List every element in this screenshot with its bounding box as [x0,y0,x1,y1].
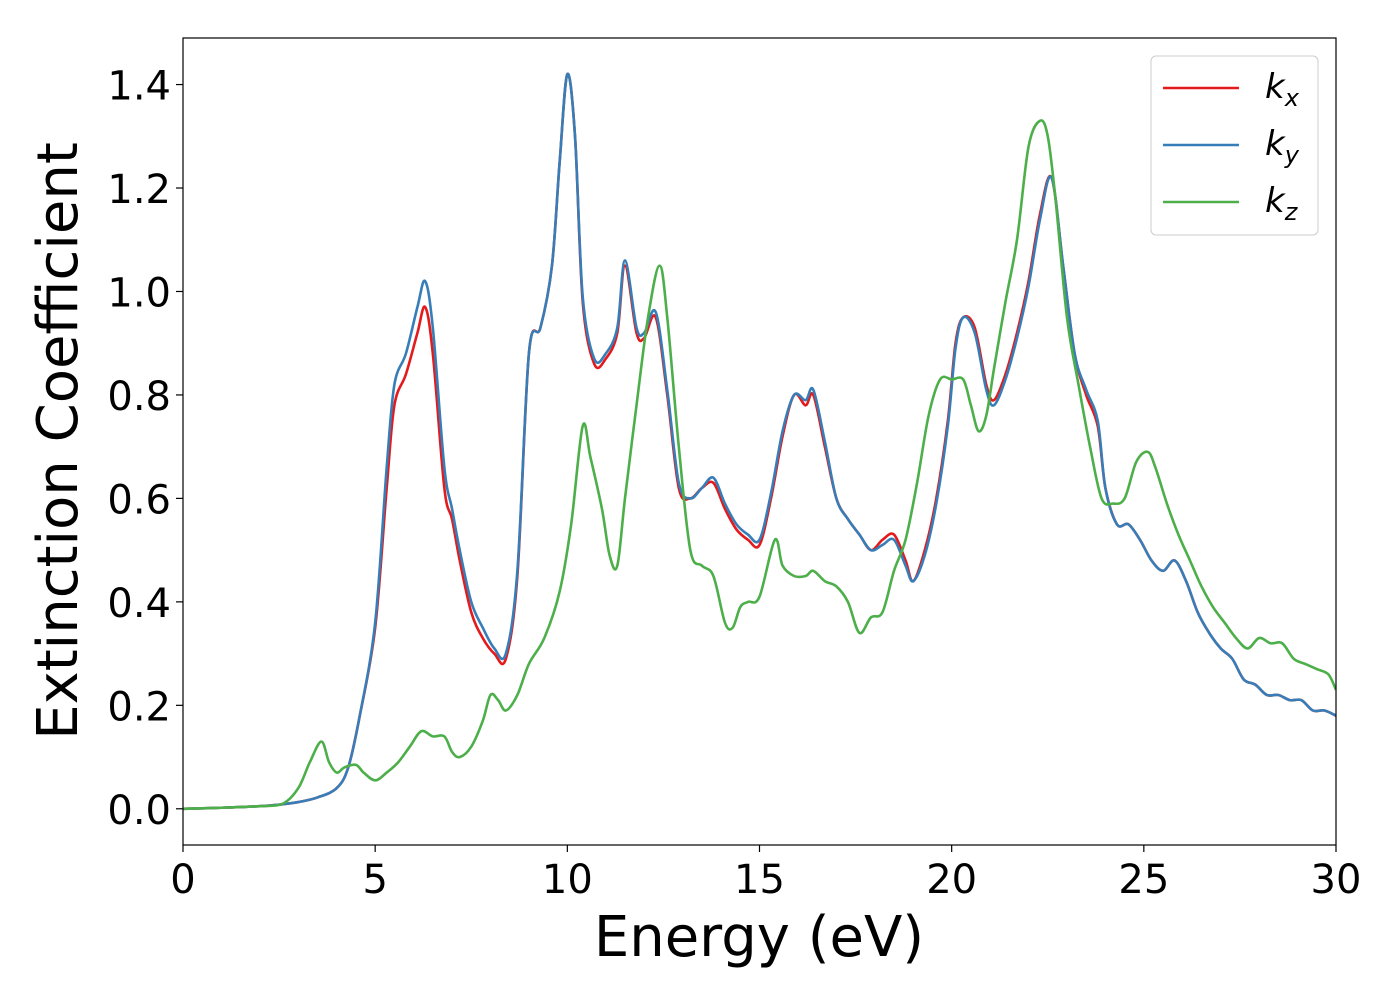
x-tick-label: 15 [734,857,785,903]
y-axis-ticks: 0.0 0.2 0.4 0.6 0.8 1.0 1.2 1.4 [107,64,183,834]
legend-label-k-y: ky [1265,124,1300,169]
x-tick-label: 30 [1311,857,1362,903]
x-tick-label: 25 [1118,857,1169,903]
y-tick-label: 0.0 [107,788,171,834]
x-axis-ticks: 0 5 10 15 20 25 30 [170,845,1361,903]
y-tick-label: 0.8 [107,374,171,420]
x-tick-label: 5 [362,857,387,903]
y-tick-label: 1.4 [107,64,171,110]
legend: kx ky kz [1150,55,1319,236]
y-tick-label: 0.4 [107,581,171,627]
y-axis-label: Extinction Coefficient [26,142,91,740]
x-axis-label: Energy (eV) [594,905,924,970]
x-tick-label: 20 [926,857,977,903]
legend-label-k-x: kx [1265,67,1300,112]
legend-label-k-z: kz [1265,181,1299,226]
series-layer [183,72,1336,811]
y-tick-label: 1.0 [107,270,171,316]
x-tick-label: 10 [542,857,593,903]
legend-entries: kx ky kz [1163,67,1300,226]
y-tick-label: 0.6 [107,477,171,523]
series-line-k-y [183,72,1336,811]
y-tick-label: 1.2 [107,167,171,213]
y-tick-label: 0.2 [107,684,171,730]
series-line-k-z [183,119,1336,811]
x-tick-label: 0 [170,857,195,903]
